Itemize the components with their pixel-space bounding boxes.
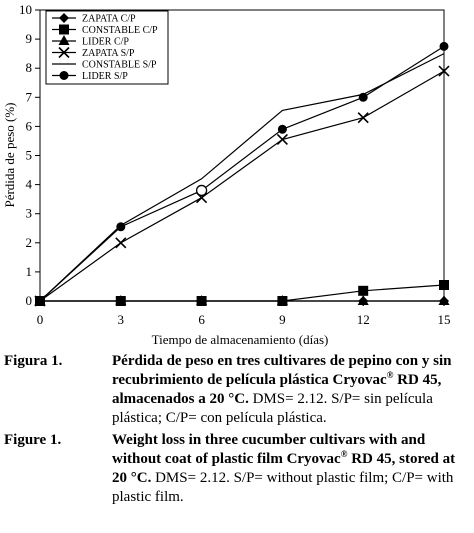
data-point	[357, 112, 369, 124]
x-tick-label: 3	[118, 312, 125, 327]
x-tick-label: 6	[198, 312, 205, 327]
data-point	[276, 133, 288, 146]
series-constable-s-p	[39, 53, 445, 302]
data-point	[115, 295, 127, 305]
y-tick-label: 3	[26, 206, 33, 221]
x-axis-title: Tiempo de almacenamiento (días)	[152, 332, 329, 347]
legend-label: CONSTABLE C/P	[82, 25, 158, 36]
series-line	[39, 70, 445, 302]
data-point	[439, 279, 449, 290]
y-tick-label: 8	[26, 60, 33, 75]
y-tick-label: 10	[19, 2, 32, 17]
data-point	[196, 295, 208, 305]
caption-english-registered-mark: ®	[340, 449, 348, 459]
caption-spanish-label: Figura 1.	[4, 353, 63, 369]
data-point	[195, 184, 208, 197]
y-tick-label: 5	[26, 148, 33, 163]
data-point	[358, 92, 368, 102]
caption-english-title: Weight loss in three cucumber cultivars …	[112, 432, 426, 467]
data-point	[358, 285, 369, 296]
caption-english-title-end: RD 45, stored at 20 °C.	[112, 451, 456, 486]
legend-label: ZAPATA C/P	[82, 14, 136, 25]
x-tick-label: 12	[357, 312, 370, 327]
legend-label: LIDER S/P	[82, 71, 128, 82]
legend-marker	[59, 24, 69, 35]
caption-spanish: Figura 1. Pérdida de peso en tres cultiva…	[0, 352, 474, 428]
caption-english: Figure 1. Weight loss in three cucumber c…	[0, 431, 474, 507]
caption-spanish-title: Pérdida de peso en tres cultivares de pe…	[112, 353, 452, 388]
x-tick-label: 0	[37, 312, 44, 327]
y-tick-label: 1	[26, 264, 33, 279]
legend-marker	[58, 46, 70, 59]
series-line	[39, 53, 445, 302]
series-line	[39, 45, 445, 302]
data-point	[116, 222, 126, 232]
x-tick-label: 9	[279, 312, 286, 327]
legend-marker	[59, 13, 69, 23]
legend-marker	[59, 71, 69, 80]
caption-spanish-title-end: RD 45, almacenados a 20 °C.	[112, 372, 442, 407]
series-layer	[34, 41, 450, 307]
y-axis-title: Pérdida de peso (%)	[2, 102, 17, 207]
data-point	[276, 295, 288, 305]
caption-spanish-registered-mark: ®	[386, 370, 394, 380]
y-tick-label: 9	[26, 31, 33, 46]
data-point	[277, 124, 287, 134]
y-tick-label: 2	[26, 235, 33, 250]
y-tick-label: 7	[26, 89, 33, 104]
x-tick-label: 15	[438, 312, 451, 327]
data-point	[357, 295, 369, 305]
data-point	[438, 295, 450, 305]
caption-spanish-notes: DMS= 2.12. S/P= sin película plástica; C…	[112, 391, 433, 426]
legend-label: LIDER C/P	[82, 37, 129, 48]
series-zapata-s-p	[34, 65, 450, 307]
caption-english-notes: DMS= 2.12. S/P= without plastic film; C/…	[112, 470, 454, 505]
caption-english-label: Figure 1.	[4, 432, 62, 448]
series-lider-c-p	[34, 295, 450, 305]
legend-label: ZAPATA S/P	[82, 48, 135, 59]
legend-marker	[58, 35, 70, 45]
y-tick-label: 0	[26, 293, 33, 308]
data-point	[35, 296, 45, 306]
series-lider-s-p	[35, 41, 449, 306]
data-point	[115, 237, 127, 249]
y-tick-label: 4	[26, 177, 33, 192]
legend-label: CONSTABLE S/P	[82, 60, 157, 71]
y-tick-label: 6	[26, 118, 33, 133]
figure-captions: Figura 1. Pérdida de peso en tres cultiva…	[0, 352, 474, 510]
series-constable-c-p	[35, 279, 449, 306]
series-line	[40, 284, 445, 302]
data-point	[438, 65, 450, 77]
data-point	[439, 41, 449, 51]
